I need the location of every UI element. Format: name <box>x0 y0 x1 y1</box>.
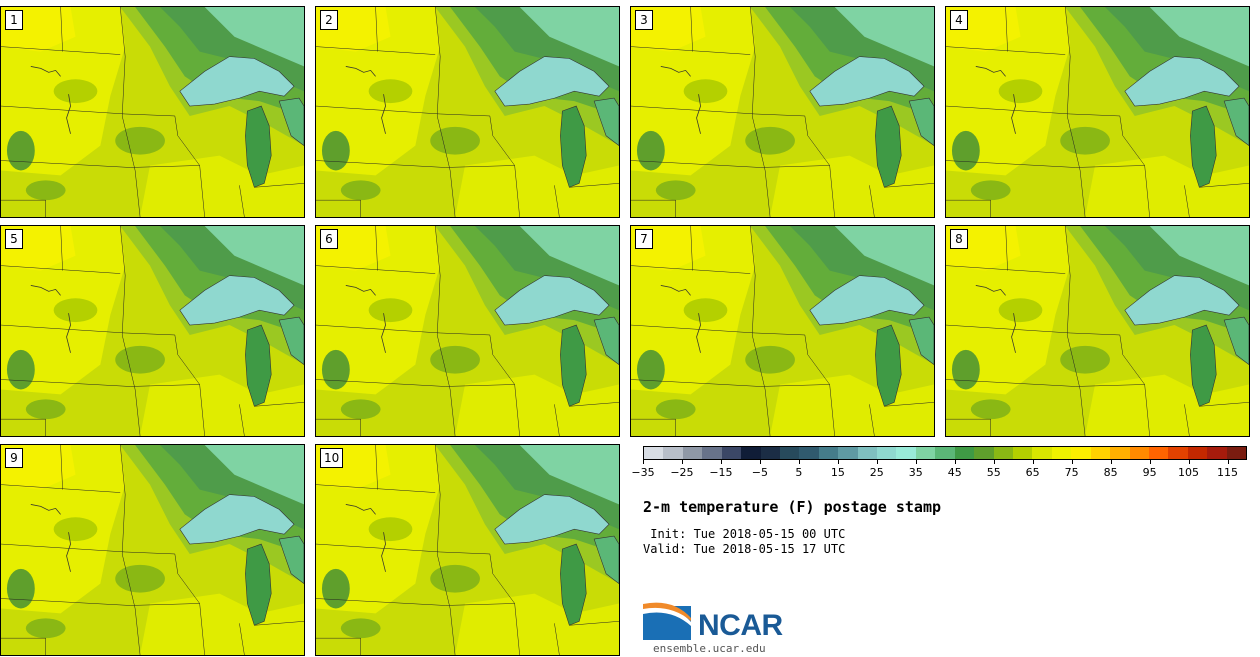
colorbar-segment <box>1071 447 1091 459</box>
colorbar-tick <box>798 460 800 464</box>
colorbar-segment <box>1051 447 1072 459</box>
colorbar-segment <box>818 447 839 459</box>
colorbar-segment <box>993 447 1014 459</box>
stamp-member-label: 10 <box>320 448 344 468</box>
colorbar-tick <box>681 460 683 464</box>
colorbar-segment <box>779 447 800 459</box>
colorbar-segment <box>644 447 664 459</box>
colorbar-segment <box>760 447 780 459</box>
stamp-member-label: 3 <box>635 10 653 30</box>
colorbar-tick-label: 65 <box>1025 466 1040 479</box>
colorbar-tick <box>876 460 878 464</box>
colorbar <box>643 446 1247 460</box>
colorbar-tick-label: 15 <box>830 466 845 479</box>
colorbar-tick-label: 5 <box>795 466 803 479</box>
postage-stamp-1: 1 <box>0 6 305 218</box>
colorbar-tick-label: 105 <box>1178 466 1200 479</box>
colorbar-tick-label: −5 <box>751 466 768 479</box>
stamp-member-label: 9 <box>5 448 23 468</box>
postage-stamp-2: 2 <box>315 6 620 218</box>
colorbar-tick <box>1032 460 1034 464</box>
postage-stamp-6: 6 <box>315 225 620 437</box>
colorbar-tick <box>1110 460 1112 464</box>
colorbar-tick <box>954 460 956 464</box>
colorbar-tick-label: 115 <box>1217 466 1239 479</box>
colorbar-tick <box>993 460 995 464</box>
colorbar-tick-label: −35 <box>631 466 655 479</box>
colorbar-segment <box>935 447 955 459</box>
colorbar-tick <box>720 460 722 464</box>
colorbar-segment <box>915 447 936 459</box>
colorbar-tick-label: 85 <box>1103 466 1118 479</box>
stamp-member-label: 4 <box>950 10 968 30</box>
colorbar-tick <box>759 460 761 464</box>
colorbar-segment <box>1187 447 1208 459</box>
colorbar-segment <box>721 447 742 459</box>
colorbar-tick-label: 55 <box>986 466 1001 479</box>
postage-stamp-8: 8 <box>945 225 1250 437</box>
colorbar-segment <box>896 447 916 459</box>
colorbar-segment <box>1207 447 1227 459</box>
postage-stamp-10: 10 <box>315 444 620 656</box>
colorbar-tick <box>1071 460 1073 464</box>
postage-stamp-3: 3 <box>630 6 935 218</box>
stamp-member-label: 6 <box>320 229 338 249</box>
colorbar-tick-label: 75 <box>1064 466 1079 479</box>
colorbar-segment <box>857 447 878 459</box>
colorbar-tick-label: 35 <box>908 466 923 479</box>
colorbar-segment <box>1090 447 1111 459</box>
colorbar-tick <box>915 460 917 464</box>
stamp-member-label: 8 <box>950 229 968 249</box>
postage-stamp-7: 7 <box>630 225 935 437</box>
colorbar-segment <box>741 447 761 459</box>
colorbar-tick <box>1188 460 1190 464</box>
colorbar-segment <box>1110 447 1130 459</box>
ensemble-url: ensemble.ucar.edu <box>653 642 766 655</box>
stamp-member-label: 5 <box>5 229 23 249</box>
colorbar-segment <box>682 447 703 459</box>
colorbar-tick-label: 95 <box>1142 466 1157 479</box>
postage-stamp-9: 9 <box>0 444 305 656</box>
colorbar-tick-label: −15 <box>709 466 733 479</box>
colorbar-segment <box>1013 447 1033 459</box>
colorbar-segment <box>1129 447 1149 459</box>
colorbar-segment <box>954 447 975 459</box>
colorbar-tick <box>1227 460 1229 464</box>
valid-time: Valid: Tue 2018-05-15 17 UTC <box>643 542 846 556</box>
colorbar-tick <box>837 460 839 464</box>
ncar-logo-text: NCAR <box>698 609 783 642</box>
colorbar-segment <box>1032 447 1052 459</box>
colorbar-segment <box>1226 447 1247 459</box>
colorbar-tick-label: 25 <box>869 466 884 479</box>
colorbar-ticks: −35 −25 −15 −5 5 15 25 35 45 55 65 75 85 95 105 115 <box>631 460 1247 484</box>
ncar-logo-icon <box>643 602 691 640</box>
stamp-member-label: 2 <box>320 10 338 30</box>
colorbar-tick <box>643 460 644 464</box>
init-time: Init: Tue 2018-05-15 00 UTC <box>643 527 846 541</box>
colorbar-segment <box>1148 447 1169 459</box>
colorbar-segment <box>974 447 994 459</box>
colorbar-segment <box>838 447 858 459</box>
colorbar-segment <box>663 447 683 459</box>
colorbar-segment <box>702 447 722 459</box>
colorbar-tick-label: −25 <box>670 466 694 479</box>
postage-stamp-4: 4 <box>945 6 1250 218</box>
colorbar-tick-label: 45 <box>947 466 962 479</box>
colorbar-tick <box>1149 460 1151 464</box>
postage-stamp-5: 5 <box>0 225 305 437</box>
plot-title: 2-m temperature (F) postage stamp <box>643 498 942 516</box>
colorbar-segment <box>799 447 819 459</box>
stamp-member-label: 1 <box>5 10 23 30</box>
colorbar-segment <box>1168 447 1188 459</box>
colorbar-segment <box>877 447 897 459</box>
stamp-member-label: 7 <box>635 229 653 249</box>
